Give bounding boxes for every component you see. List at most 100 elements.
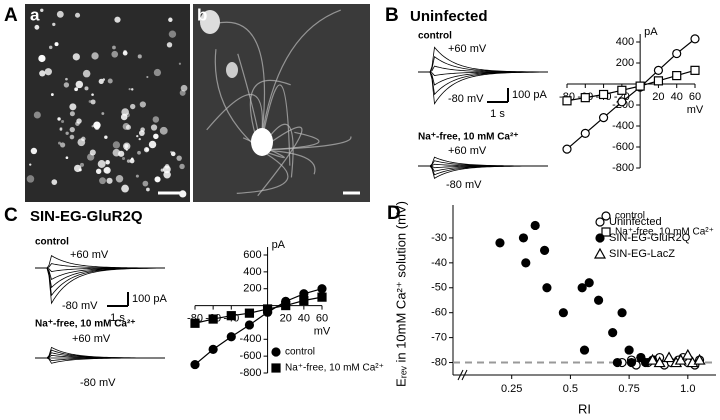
cell [40, 8, 44, 12]
trace-title: Na⁺-free, 10 mM Ca²⁺ [35, 319, 136, 330]
cell [39, 70, 46, 77]
point [672, 70, 682, 81]
legend-marker [593, 247, 607, 259]
x-tick-label: 40 [298, 312, 310, 324]
cell [59, 127, 63, 131]
point [226, 311, 236, 321]
cell [65, 77, 68, 81]
cell [176, 155, 182, 161]
dendrite [259, 9, 341, 151]
x-axis-label: mV [687, 104, 704, 116]
point [593, 295, 604, 305]
cell [65, 156, 69, 160]
y-tick-label: -30 [431, 232, 447, 244]
x-axis-label: mV [314, 325, 331, 337]
axis-break [457, 369, 468, 381]
cell [131, 88, 134, 91]
point [653, 356, 666, 368]
x-tick-label: 20 [652, 91, 664, 103]
cell [130, 103, 136, 110]
legend-label: control [615, 211, 645, 222]
cell [112, 45, 116, 50]
scale-label: 1 s [110, 312, 125, 324]
cell [114, 16, 121, 23]
y-tick-label: -800 [612, 162, 634, 174]
cell [160, 168, 164, 172]
cell [145, 147, 149, 152]
x-tick-label: 1.0 [680, 383, 695, 395]
y-tick-label: -70 [431, 332, 447, 344]
cell [74, 87, 79, 92]
cell [122, 123, 130, 130]
cell [152, 116, 160, 123]
cell [125, 112, 130, 118]
cell [56, 10, 64, 18]
cell [111, 50, 119, 58]
current-trace [35, 267, 166, 297]
point [244, 308, 255, 318]
y-tick-label: 200 [243, 283, 261, 295]
point [262, 304, 273, 314]
cell [69, 126, 75, 133]
cell [168, 30, 177, 38]
panel-label: C [4, 205, 18, 226]
point [521, 258, 531, 268]
point [690, 34, 700, 44]
cell [57, 117, 61, 121]
y-tick-label: -50 [431, 282, 447, 294]
legend-label: Na⁺-free, 10 mM Ca²⁺ [285, 363, 384, 374]
panel-label: B [385, 5, 399, 26]
dendrite [257, 126, 303, 197]
current-trace [418, 65, 549, 73]
x-tick-label: 60 [316, 312, 328, 324]
cell [102, 78, 106, 81]
cell [148, 140, 157, 149]
cell [88, 100, 92, 103]
voltage-label: +60 mV [72, 333, 111, 345]
cell [121, 184, 129, 193]
cell [153, 133, 159, 140]
cell [142, 180, 149, 187]
point [562, 144, 572, 154]
cell [104, 135, 108, 139]
panel-title: SIN-EG-GluR2Q [30, 208, 143, 225]
y-tick-label: -800 [240, 367, 262, 379]
y-axis-label: Eᵣₑᵥ in 10mM Ca²⁺ solution (mV) [393, 201, 408, 387]
cell [129, 158, 135, 164]
cell [30, 147, 38, 155]
cell [33, 111, 41, 119]
cell [128, 87, 131, 91]
y-tick-label: 400 [243, 266, 261, 278]
point [317, 292, 327, 302]
cell [153, 68, 162, 77]
legend-label: SIN-EG-LacZ [609, 248, 675, 260]
y-tick-label: -600 [612, 141, 634, 153]
cell [91, 93, 94, 96]
cell [103, 167, 110, 174]
point [580, 128, 590, 138]
cell [75, 121, 80, 126]
legend-marker [595, 233, 605, 243]
cell [60, 142, 66, 148]
dendrite [259, 149, 316, 175]
legend-label: Uninfected [609, 216, 662, 228]
cell [52, 22, 56, 27]
legend-label: SIN-EG-GluR2Q [609, 232, 691, 244]
point [495, 238, 505, 248]
cell [29, 163, 32, 166]
cell [91, 125, 94, 128]
cell [95, 168, 102, 175]
x-tick-label: 0.25 [501, 383, 522, 395]
point [317, 284, 327, 294]
trace-title: control [418, 31, 452, 42]
legend-label: control [285, 347, 315, 358]
cell [138, 137, 141, 141]
cell [48, 45, 53, 50]
cell [137, 54, 142, 59]
point [617, 97, 627, 107]
cell [107, 78, 113, 84]
legend-label: Na⁺-free, 10 mM Ca²⁺ [615, 227, 714, 238]
cell [79, 162, 84, 167]
y-tick-label: 200 [616, 57, 634, 69]
